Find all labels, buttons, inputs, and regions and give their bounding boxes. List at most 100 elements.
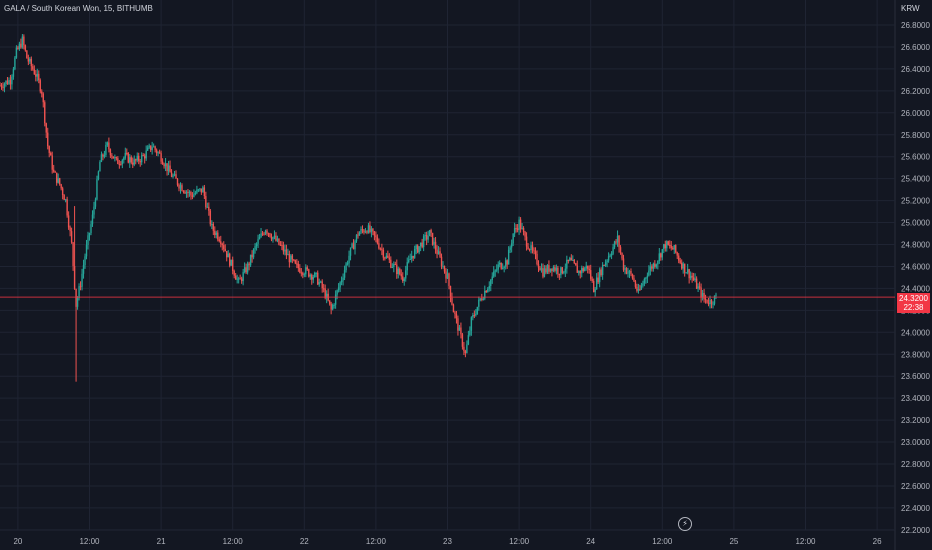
- price-axis[interactable]: 26.8000 26.6000 26.4000 26.2000 26.0000 25.80…: [901, 21, 930, 535]
- candle-body: [318, 282, 320, 285]
- candle-body: [512, 233, 514, 244]
- candle-body: [542, 268, 544, 277]
- candle-body: [229, 253, 231, 266]
- candle-body: [525, 236, 528, 247]
- candle-body: [199, 188, 201, 190]
- candle-body: [627, 272, 629, 274]
- candle-body: [363, 230, 365, 233]
- candle-body: [527, 246, 529, 250]
- candle-body: [221, 243, 223, 246]
- candle-body: [345, 263, 347, 271]
- candle-body: [33, 69, 36, 75]
- candle-body: [20, 43, 22, 48]
- candle-body: [479, 298, 482, 300]
- lightning-bolt-icon[interactable]: ⚡: [678, 517, 692, 531]
- candle-body: [145, 150, 147, 159]
- price-tick-label: 26.2000: [901, 87, 930, 96]
- candle-body: [685, 272, 687, 274]
- candle-body: [572, 259, 574, 261]
- candle-body: [227, 253, 229, 258]
- candle-body: [528, 249, 531, 251]
- candle-body: [472, 315, 474, 318]
- candle-body: [325, 293, 328, 298]
- candle-body: [601, 264, 604, 276]
- candle-body: [61, 188, 64, 196]
- time-axis[interactable]: 20 12:00 21 12:00 22 12:00 23 12:00 24 12:00 25 12:…: [13, 537, 882, 546]
- candle-body: [621, 252, 623, 259]
- candle-body: [124, 152, 126, 158]
- candle-body: [44, 102, 46, 124]
- candle-body: [581, 268, 583, 274]
- price-tick-label: 25.6000: [901, 153, 930, 162]
- candle-body: [53, 169, 55, 172]
- candle-body: [680, 262, 683, 269]
- candle-body: [36, 73, 38, 77]
- candle-body: [405, 270, 407, 279]
- time-tick-label: 22: [300, 537, 309, 546]
- candle-body: [76, 298, 79, 307]
- candle-body: [249, 254, 252, 266]
- candle-body: [202, 187, 204, 193]
- candle-body: [436, 249, 438, 255]
- candle-body: [346, 263, 349, 265]
- candle-body: [0, 85, 1, 87]
- candle-body: [633, 278, 635, 282]
- candle-body: [232, 259, 234, 271]
- last-price-value: 24.3200: [899, 294, 928, 303]
- candle-body: [673, 245, 675, 250]
- candle-body: [651, 266, 653, 269]
- candle-body: [39, 80, 41, 92]
- candle-body: [582, 268, 584, 272]
- candle-body: [314, 272, 316, 278]
- candle-body: [279, 244, 282, 246]
- candle-body: [297, 263, 300, 269]
- candle-body: [597, 277, 599, 283]
- candle-body: [24, 45, 27, 51]
- candle-body: [203, 187, 206, 197]
- candle-body: [655, 264, 658, 267]
- candle-body: [97, 171, 100, 180]
- candle-body: [187, 191, 189, 193]
- candle-body: [239, 278, 241, 280]
- candle-body: [9, 80, 12, 85]
- candle-body: [349, 247, 352, 256]
- candle-body: [376, 237, 379, 244]
- candle-body: [230, 259, 232, 266]
- candle-body: [678, 255, 680, 261]
- candle-body: [254, 246, 256, 250]
- candle-body: [288, 254, 291, 263]
- candle-body: [382, 249, 385, 258]
- candle-body: [206, 206, 209, 208]
- candle-body: [399, 268, 401, 275]
- candle-body: [157, 152, 159, 154]
- candle-body: [372, 228, 374, 232]
- time-tick-label: 12:00: [79, 537, 100, 546]
- candle-body: [218, 239, 220, 242]
- candle-body: [570, 257, 573, 261]
- candle-body: [533, 250, 535, 252]
- candle-body: [299, 268, 301, 273]
- candle-body: [658, 253, 661, 261]
- candle-body: [141, 155, 143, 163]
- candle-body: [103, 154, 106, 157]
- candle-body: [631, 274, 634, 279]
- candle-body: [481, 298, 483, 300]
- candle-body: [48, 146, 50, 153]
- candle-body: [573, 259, 575, 264]
- candle-body: [248, 263, 250, 266]
- candle-body: [69, 227, 71, 232]
- candle-body: [679, 260, 681, 263]
- candle-body: [66, 199, 68, 216]
- candle-body: [551, 268, 553, 272]
- candle-body: [628, 270, 631, 273]
- candle-body: [549, 268, 552, 272]
- candle-body: [509, 247, 511, 250]
- candle-body: [531, 245, 534, 251]
- candle-body: [536, 253, 538, 265]
- candle-body: [296, 263, 298, 265]
- candle-body: [11, 76, 13, 85]
- candle-body: [466, 344, 468, 353]
- candle-body: [342, 277, 344, 281]
- candle-body: [552, 267, 555, 272]
